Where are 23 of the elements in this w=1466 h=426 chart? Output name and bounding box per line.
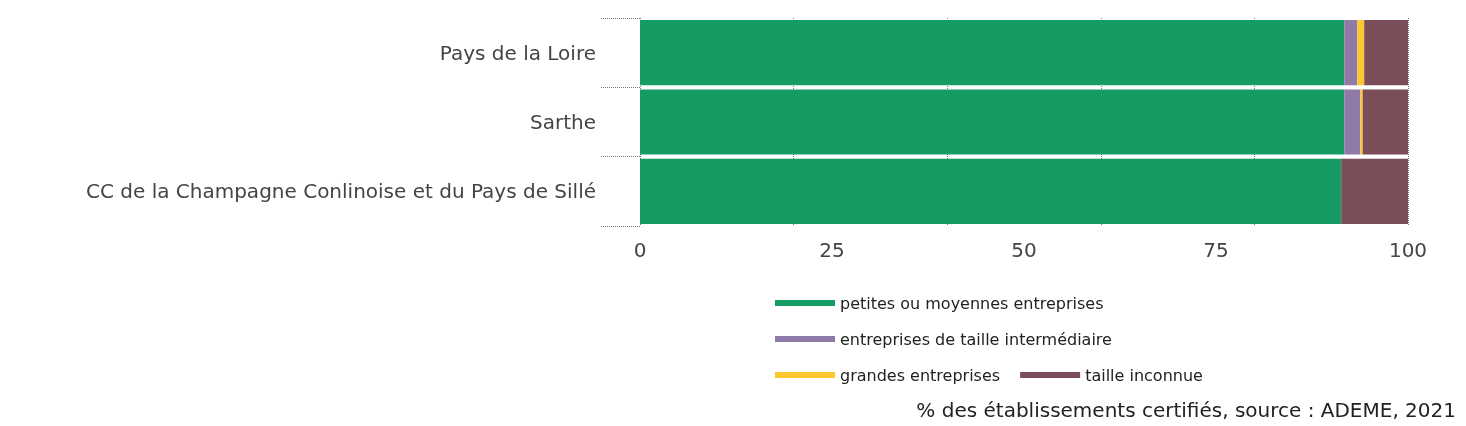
- bar: [1362, 89, 1408, 155]
- y-tick-label: Pays de la Loire: [439, 40, 596, 65]
- bar: [1344, 20, 1358, 86]
- y-tick-label: CC de la Champagne Conlinoise et du Pays de Sillé: [85, 179, 596, 204]
- legend-label: petites ou moyennes entreprises: [840, 293, 1104, 313]
- bar: [640, 89, 1345, 155]
- bar: [1341, 158, 1408, 224]
- bar: [1364, 20, 1408, 86]
- x-tick-label: 75: [1203, 238, 1229, 262]
- y-tick-label: Sarthe: [530, 110, 596, 134]
- legend-label: grandes entreprises: [840, 365, 1001, 385]
- x-tick-label: 25: [819, 238, 845, 262]
- bar: [1360, 89, 1363, 155]
- bar: [1344, 89, 1361, 155]
- bar: [640, 20, 1345, 86]
- legend-label: entreprises de taille intermédiaire: [840, 329, 1112, 349]
- legend-label: taille inconnue: [1085, 365, 1203, 385]
- x-tick-label: 50: [1011, 238, 1037, 262]
- text: % des établissements certifiés, source : ADEME, 2021: [916, 398, 1457, 422]
- x-tick-label: 0: [633, 238, 647, 262]
- bar: [1357, 20, 1365, 86]
- x-tick-label: 100: [1388, 238, 1428, 262]
- bar: [640, 158, 1342, 224]
